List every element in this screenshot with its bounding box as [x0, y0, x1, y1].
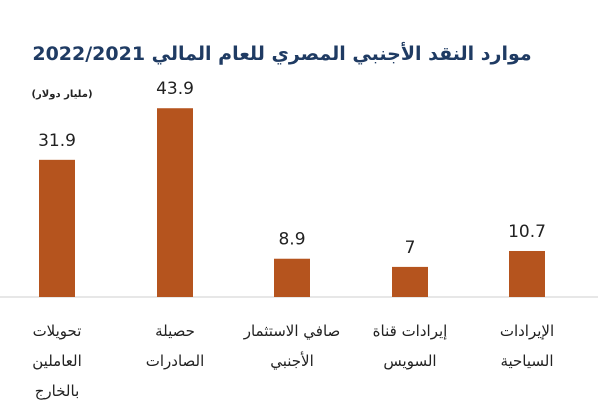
value-label-3: 7	[405, 238, 416, 258]
value-label-1: 43.9	[156, 79, 194, 99]
bar-0	[39, 159, 75, 297]
category-label-4-line-1: السياحية	[500, 352, 553, 370]
category-label-2-line-0: صافي الاستثمار	[243, 322, 341, 341]
category-label-1-line-1: الصادرات	[146, 352, 205, 370]
category-label-0-line-2: بالخارج	[35, 382, 80, 401]
category-label-0-line-1: العاملين	[32, 352, 82, 370]
value-label-2: 8.9	[278, 230, 305, 250]
category-label-3-line-1: السويس	[383, 352, 436, 370]
category-label-2-line-1: الأجنبي	[270, 351, 314, 371]
category-label-group: تحويلات العاملين بالخارج حصيلة الصادرات صافي …	[32, 322, 554, 401]
value-label-group: 31.9 43.9 8.9 7 10.7	[38, 79, 546, 258]
unit-label: (مليار دولار)	[31, 89, 92, 100]
value-label-0: 31.9	[38, 131, 76, 151]
bar-group	[39, 108, 545, 297]
category-label-4-line-0: الإيرادات	[500, 322, 554, 340]
bar-2	[274, 258, 310, 297]
category-label-3-line-0: إيرادات قناة	[373, 322, 448, 340]
category-label-0-line-0: تحويلات	[33, 322, 82, 340]
value-label-4: 10.7	[508, 222, 546, 242]
category-label-1-line-0: حصيلة	[155, 322, 195, 340]
bar-3	[392, 266, 428, 297]
bar-4	[509, 250, 545, 297]
chart-title: موارد النقد الأجنبي المصري للعام المالي …	[32, 42, 531, 66]
bar-1	[157, 108, 193, 297]
